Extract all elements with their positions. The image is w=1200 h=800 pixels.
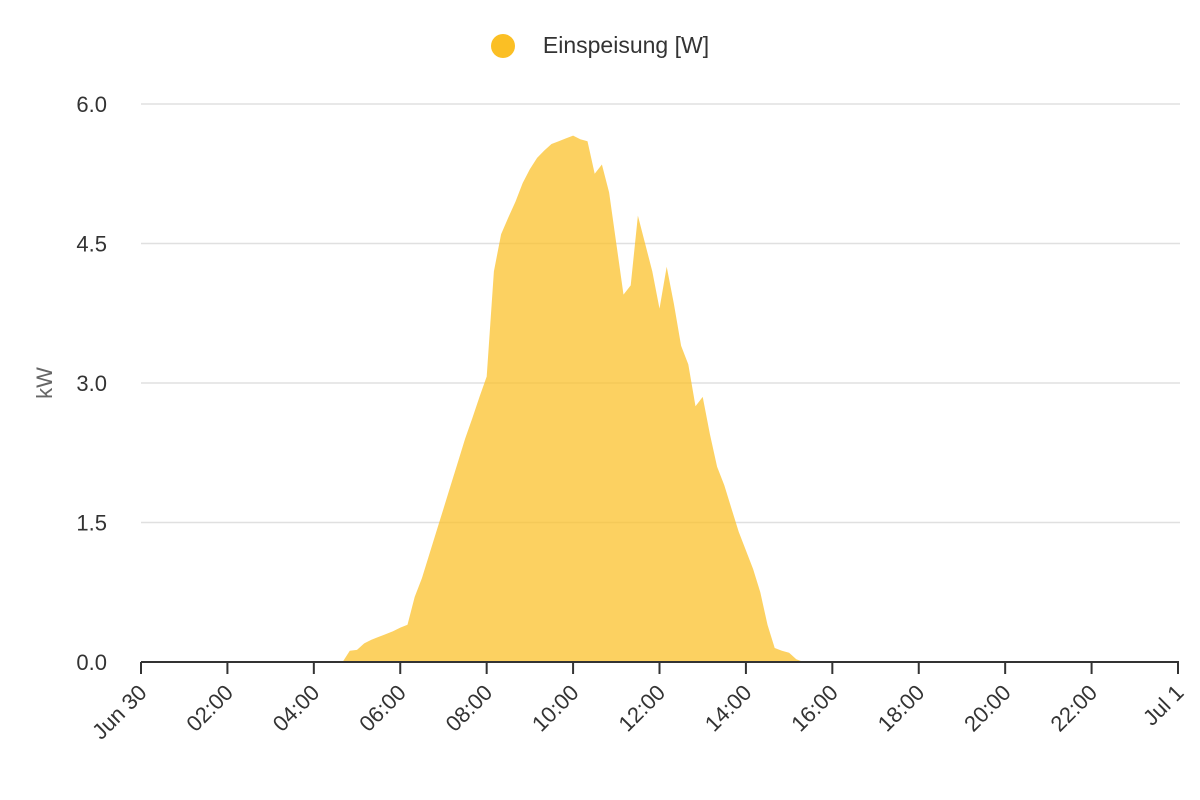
x-tick-label: 02:00 [181,680,238,737]
x-tick-label: 14:00 [700,680,757,737]
x-tick-label: 06:00 [354,680,411,737]
x-tick-label: 22:00 [1046,680,1103,737]
series-areas [342,135,963,663]
y-tick-label: 4.5 [76,232,107,257]
chart-legend: Einspeisung [W] [0,32,1200,59]
legend-marker [490,33,515,58]
x-tick-label: Jun 30 [87,680,151,744]
legend-label: Einspeisung [W] [542,32,710,58]
x-tick-label: 20:00 [959,680,1016,737]
y-tick-label: 6.0 [76,92,107,117]
x-tick-label: Jul 1 [1138,680,1189,731]
x-tick-label: 08:00 [441,680,498,737]
x-tick-label: 10:00 [527,680,584,737]
x-tick-label: 18:00 [873,680,930,737]
x-axis-ticks: Jun 30 02:00 04:00 06:00 08:00 10:00 12:00 14:0… [87,662,1189,744]
x-tick-label: 04:00 [268,680,325,737]
y-axis-ticks: 0.0 1.5 3.0 4.5 6.0 [76,92,107,675]
x-tick-label: 16:00 [786,680,843,737]
y-tick-label: 0.0 [76,650,107,675]
series-area [342,135,963,663]
y-tick-label: 3.0 [76,371,107,396]
y-tick-label: 1.5 [76,511,107,536]
y-axis-label: kW [32,367,57,399]
x-tick-label: 12:00 [613,680,670,737]
